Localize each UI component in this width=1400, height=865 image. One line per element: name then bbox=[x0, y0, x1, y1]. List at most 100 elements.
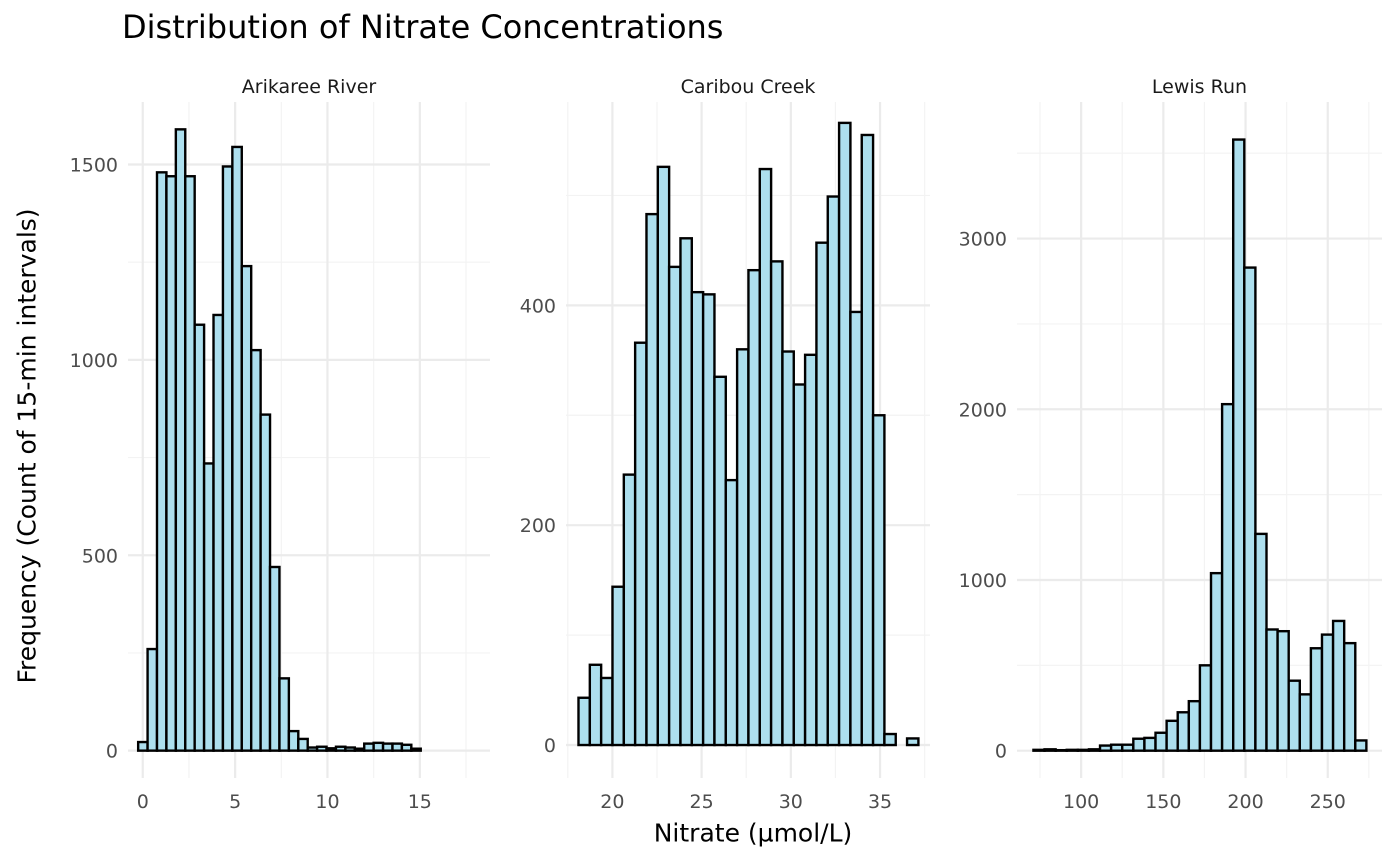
histogram-bar bbox=[184, 175, 196, 752]
histogram-bar bbox=[278, 677, 291, 752]
histogram-bar bbox=[803, 353, 818, 747]
x-tick-label: 0 bbox=[137, 791, 149, 813]
histogram-bar bbox=[1232, 138, 1246, 752]
facet-strip-label: Caribou Creek bbox=[681, 76, 816, 98]
histogram-bar bbox=[1287, 679, 1301, 752]
histogram-bar bbox=[724, 478, 739, 747]
histogram-bar bbox=[372, 741, 385, 752]
histogram-bar bbox=[667, 265, 682, 747]
facet-panel: 100 150 200 250 0 1000 2000 3000 Lewis Run bbox=[959, 76, 1382, 813]
histogram-bar bbox=[287, 729, 300, 752]
histogram-bar bbox=[1265, 628, 1279, 752]
histogram-bar bbox=[391, 742, 404, 752]
histogram-bar bbox=[883, 732, 897, 747]
histogram-bar bbox=[769, 260, 784, 747]
y-tick-label: 2000 bbox=[959, 399, 1007, 421]
histogram-bar bbox=[315, 745, 328, 752]
histogram-bar bbox=[815, 241, 829, 747]
histogram-bar bbox=[645, 212, 660, 747]
histogram-bar bbox=[193, 323, 206, 752]
x-tick-label: 250 bbox=[1310, 791, 1346, 813]
histogram-bar bbox=[611, 585, 626, 747]
histogram-bar bbox=[1065, 748, 1080, 752]
x-tick-label: 35 bbox=[868, 791, 892, 813]
histogram-bar bbox=[1121, 743, 1135, 752]
y-tick-label: 0 bbox=[544, 735, 556, 757]
y-tick-label: 3000 bbox=[959, 229, 1007, 251]
y-tick-label: 500 bbox=[82, 545, 118, 567]
histogram-bar bbox=[1076, 748, 1091, 752]
histogram-bar bbox=[249, 348, 262, 752]
histogram-bar bbox=[155, 171, 168, 752]
facet-panel: 0 5 10 15 0 500 1000 1500 Arikaree River bbox=[70, 76, 490, 813]
histogram-bar bbox=[1220, 402, 1235, 752]
histogram-bar bbox=[826, 195, 841, 747]
histogram-bar bbox=[1154, 731, 1168, 752]
histogram-bar bbox=[871, 414, 886, 747]
x-tick-label: 15 bbox=[408, 791, 432, 813]
histogram-bar bbox=[599, 676, 614, 747]
histogram-bar bbox=[231, 145, 243, 752]
histogram-bar bbox=[1254, 532, 1268, 752]
x-tick-label: 20 bbox=[600, 791, 624, 813]
histogram-bar bbox=[174, 128, 187, 752]
facet-strip-label: Arikaree River bbox=[242, 76, 377, 98]
histogram-bar bbox=[202, 462, 215, 752]
histogram-bar bbox=[633, 341, 648, 747]
histogram-bar bbox=[679, 237, 693, 747]
histogram-bar bbox=[306, 746, 319, 752]
histogram-bar bbox=[268, 565, 281, 752]
facet-panel: 20 25 30 35 0 200 400 Caribou Creek bbox=[520, 76, 930, 813]
histogram-bar bbox=[1098, 744, 1113, 752]
histogram-bar bbox=[1109, 743, 1124, 752]
histogram-bar bbox=[1165, 719, 1179, 752]
x-tick-label: 10 bbox=[315, 791, 339, 813]
histogram-bar bbox=[334, 745, 347, 752]
histogram-bar bbox=[747, 268, 761, 747]
histogram-bar bbox=[363, 742, 375, 752]
histogram-bar bbox=[905, 737, 920, 747]
histogram-bar bbox=[1187, 699, 1202, 752]
histogram-bar bbox=[701, 293, 716, 747]
y-tick-label: 1500 bbox=[70, 155, 118, 177]
histogram-bar bbox=[1243, 266, 1257, 752]
y-tick-label: 0 bbox=[106, 741, 118, 763]
histogram-bar bbox=[165, 175, 178, 752]
histogram-bar bbox=[344, 746, 357, 752]
histogram-bar bbox=[381, 742, 394, 752]
histogram-bar bbox=[849, 310, 863, 747]
facet-strip-label: Lewis Run bbox=[1152, 76, 1247, 98]
histogram-bar bbox=[259, 413, 272, 752]
histogram-bar bbox=[1331, 619, 1346, 752]
histogram-bar bbox=[1298, 693, 1313, 752]
x-tick-label: 30 bbox=[779, 791, 803, 813]
histogram-bar bbox=[410, 747, 422, 752]
histogram-bar bbox=[1198, 664, 1213, 752]
x-tick-label: 100 bbox=[1063, 791, 1099, 813]
x-axis-label: Nitrate (µmol/L) bbox=[653, 818, 853, 848]
histogram-bar bbox=[713, 375, 727, 747]
histogram-bar bbox=[136, 740, 149, 752]
histogram-bar bbox=[1032, 748, 1046, 752]
histogram-bar bbox=[1209, 571, 1224, 752]
x-tick-label: 200 bbox=[1227, 791, 1263, 813]
x-tick-label: 150 bbox=[1145, 791, 1181, 813]
histogram-bar bbox=[656, 165, 671, 747]
y-tick-label: 400 bbox=[520, 295, 556, 317]
histogram-bar bbox=[1309, 647, 1324, 752]
histogram-bar bbox=[781, 350, 795, 747]
histogram-bar bbox=[353, 747, 366, 752]
histogram-bar bbox=[690, 290, 705, 747]
histogram-bar bbox=[735, 348, 750, 747]
y-tick-label: 1000 bbox=[70, 350, 118, 372]
histogram-bar bbox=[146, 647, 159, 752]
histogram-bar bbox=[792, 383, 807, 747]
histogram-bar bbox=[622, 473, 637, 747]
histogram-bar bbox=[221, 165, 234, 752]
histogram-bar bbox=[1087, 748, 1102, 752]
x-tick-label: 5 bbox=[229, 791, 241, 813]
histogram-bar bbox=[1342, 641, 1357, 752]
histogram-bar bbox=[1043, 748, 1057, 752]
histogram-bar bbox=[588, 663, 603, 747]
